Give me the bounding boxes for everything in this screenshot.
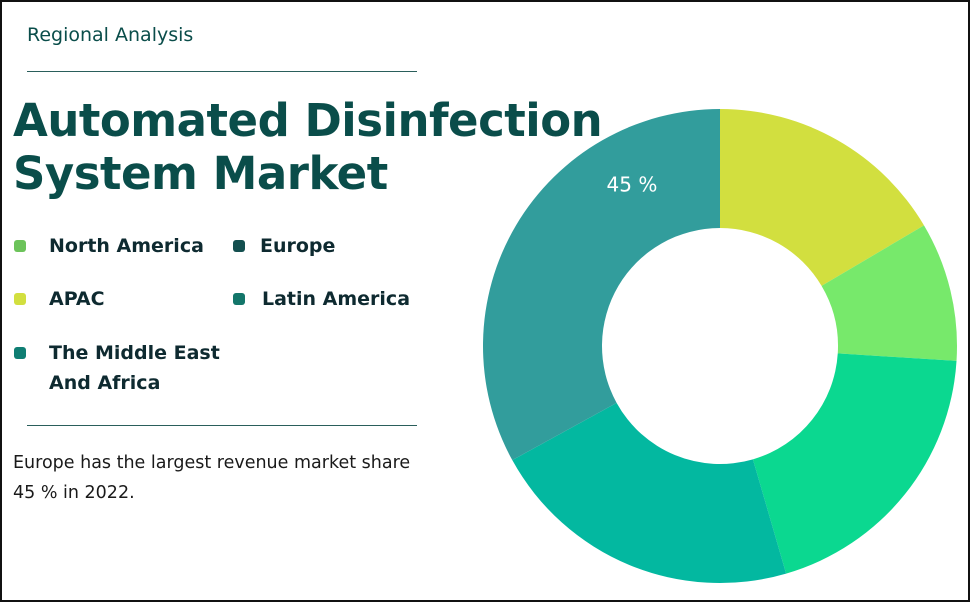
donut-slice-label-5: 45 % (607, 173, 658, 197)
donut-slice-2 (821, 225, 957, 361)
legend-label-apac: APAC (49, 288, 105, 310)
donut-slices (483, 109, 957, 584)
legend-swatch-apac (14, 293, 26, 305)
legend-item-north-america: North America (14, 231, 204, 261)
legend-label-middle-east-africa: The Middle East And Africa (49, 342, 220, 394)
legend-item-latin-america: Latin America (233, 284, 410, 314)
legend-label-latin-america: Latin America (262, 288, 411, 310)
legend-item-apac: APAC (14, 284, 105, 314)
legend-swatch-middle-east-africa (14, 347, 26, 359)
title-line-2: System Market (13, 147, 388, 200)
donut-labels: 45 % (607, 173, 658, 197)
legend-swatch-europe (233, 240, 245, 252)
legend-label-north-america: North America (49, 235, 204, 257)
divider-bottom (27, 425, 417, 426)
page-title: Automated Disinfection System Market (13, 94, 603, 200)
legend-swatch-latin-america (233, 293, 245, 305)
legend-item-middle-east-africa: The Middle East And Africa (14, 338, 220, 398)
donut-slice-5 (483, 109, 720, 461)
legend-label-europe: Europe (260, 235, 336, 257)
donut-slice-3 (752, 353, 957, 574)
donut-slice-4 (512, 402, 787, 584)
donut-slice-1 (720, 109, 924, 286)
title-line-1: Automated Disinfection (13, 94, 603, 147)
divider-top (27, 71, 417, 72)
summary-note: Europe has the largest revenue market sh… (13, 453, 411, 503)
section-eyebrow: Regional Analysis (27, 24, 194, 46)
legend-swatch-north-america (14, 240, 26, 252)
legend-item-europe: Europe (233, 231, 335, 261)
